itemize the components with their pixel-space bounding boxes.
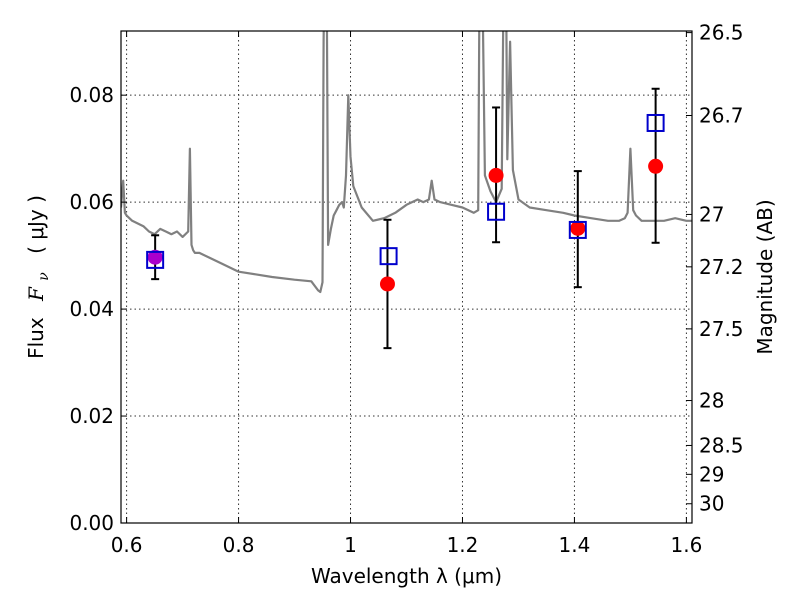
x-tick-label: 1.6 bbox=[670, 533, 702, 557]
right-tick-label: 27.5 bbox=[699, 317, 744, 341]
model-point bbox=[379, 247, 398, 266]
y-axis-label-unit: ( μJy ) bbox=[24, 195, 48, 254]
y-tick-label: 0.02 bbox=[69, 404, 114, 428]
x-axis-label: Wavelength λ (μm) bbox=[311, 564, 502, 588]
model-point bbox=[646, 113, 665, 132]
y-tick-label: 0.04 bbox=[69, 297, 114, 321]
plot-frame bbox=[120, 30, 693, 524]
y-axis-label-prefix: Flux bbox=[24, 317, 48, 359]
plot-area bbox=[121, 31, 692, 350]
y-axis-label-symbol: F bbox=[24, 286, 48, 302]
right-tick-label: 26.5 bbox=[699, 21, 744, 45]
right-tick-label: 27.2 bbox=[699, 255, 744, 279]
y-axis-label: Flux F ν ( μJy ) bbox=[24, 195, 53, 359]
x-tick-label: 0.6 bbox=[111, 533, 143, 557]
observed-point bbox=[648, 158, 664, 174]
x-tick-label: 1.2 bbox=[447, 533, 479, 557]
observed-point bbox=[147, 249, 163, 265]
right-tick-label: 26.7 bbox=[699, 103, 744, 127]
y-tick-label: 0.00 bbox=[69, 511, 114, 535]
model-spectrum-line bbox=[121, 31, 692, 294]
axes: 0.6 0.8 1 1.2 1.4 1.6 0.00 0.02 0.04 0.06 0.08 26.5… bbox=[69, 21, 743, 557]
right-tick-label: 27 bbox=[699, 202, 724, 226]
y-tick-label: 0.06 bbox=[69, 190, 114, 214]
model-point bbox=[146, 250, 165, 269]
model-point bbox=[487, 202, 506, 221]
right-axis-label: Magnitude (AB) bbox=[753, 199, 777, 354]
observed-point bbox=[488, 167, 504, 183]
right-tick-label: 28 bbox=[699, 389, 724, 413]
observed-point bbox=[570, 220, 586, 236]
right-tick-label: 28.5 bbox=[699, 433, 744, 457]
y-tick-label: 0.08 bbox=[69, 83, 114, 107]
x-tick-label: 0.8 bbox=[223, 533, 255, 557]
right-tick-label: 30 bbox=[699, 492, 724, 516]
y-axis-label-subscript: ν bbox=[36, 272, 52, 281]
right-tick-label: 29 bbox=[699, 462, 724, 486]
x-tick-label: 1 bbox=[344, 533, 357, 557]
model-point bbox=[568, 220, 587, 239]
observed-point bbox=[379, 276, 395, 292]
x-tick-label: 1.4 bbox=[559, 533, 591, 557]
grid-lines bbox=[121, 31, 692, 524]
